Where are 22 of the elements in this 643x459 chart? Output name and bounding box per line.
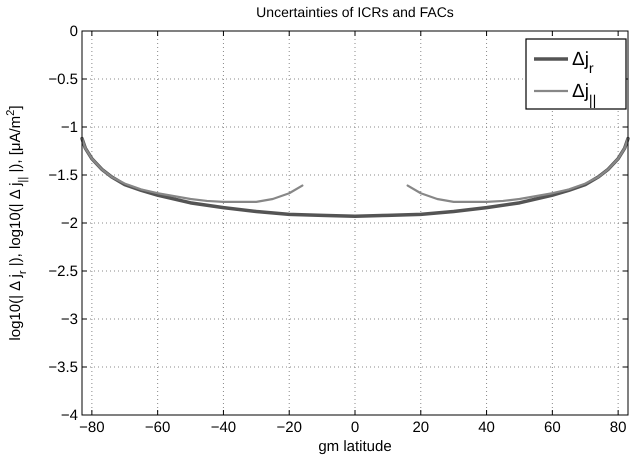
- chart-title: Uncertainties of ICRs and FACs: [256, 4, 454, 20]
- x-tick-label: −40: [210, 419, 236, 436]
- x-axis-title: gm latitude: [318, 438, 392, 455]
- legend-label: Δj$_{||}$: [572, 81, 596, 109]
- y-tick-label: −1: [60, 119, 78, 136]
- y-tick-label: 0: [70, 23, 78, 40]
- y-tick-label: −1.5: [48, 167, 78, 184]
- x-tick-label: 40: [478, 419, 495, 436]
- y-tick-label: −0.5: [48, 71, 78, 88]
- y-tick-label: −4: [60, 407, 78, 424]
- x-tick-label: 0: [350, 419, 360, 436]
- y-tick-label: −2.5: [48, 263, 78, 280]
- x-tick-label: 80: [610, 419, 626, 436]
- y-tick-label: −3.5: [48, 359, 78, 376]
- x-tick-label: −80: [79, 419, 105, 436]
- x-tick-label: 60: [544, 419, 561, 436]
- x-tick-label: −20: [276, 419, 302, 436]
- x-tick-label: 20: [412, 419, 430, 436]
- y-tick-label: −2: [60, 215, 78, 232]
- y-tick-label: −3: [60, 311, 78, 328]
- x-tick-label: −60: [144, 419, 170, 436]
- legend-label: Δj$_{r}$: [572, 49, 594, 77]
